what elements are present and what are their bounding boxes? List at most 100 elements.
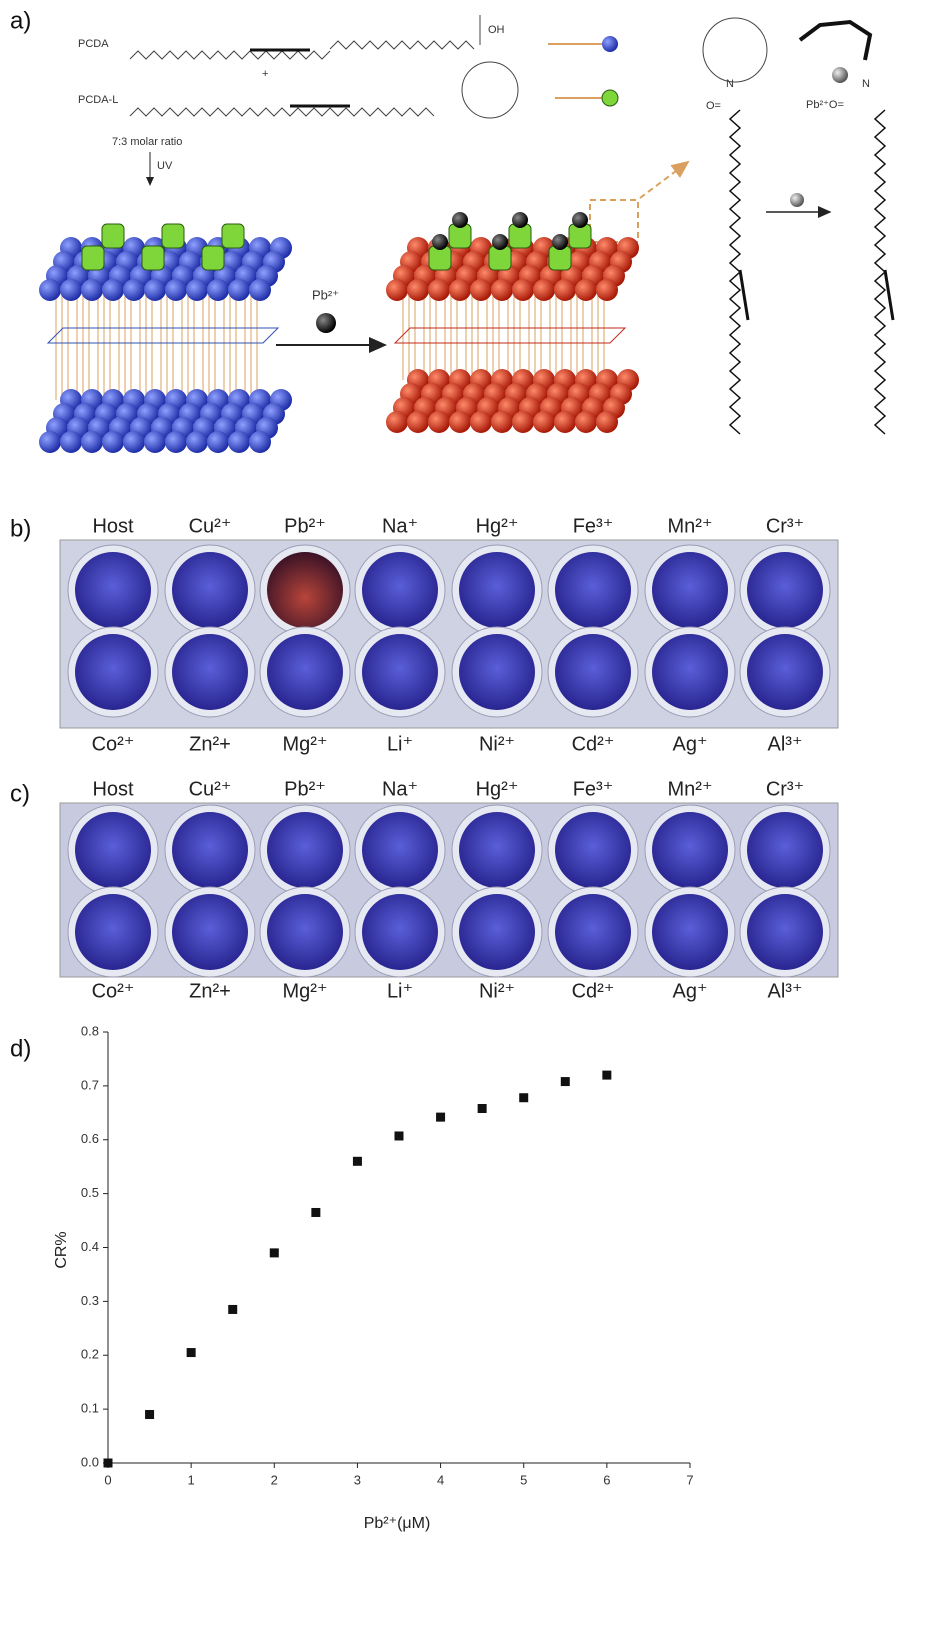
panel-d: d) Pb²⁺(μM) CR% 0.0 0.1 0.2 0.3 0.4 0.5 0.6 0.7…: [10, 1023, 694, 1532]
well-label: Ni²⁺: [479, 733, 515, 755]
data-point: [602, 1070, 612, 1080]
well-label: Host: [92, 778, 134, 800]
well-label: Cu²⁺: [189, 515, 232, 537]
well: [652, 552, 728, 628]
sphere: [60, 431, 82, 453]
well-label: Ag⁺: [672, 980, 707, 1002]
sphere: [186, 431, 208, 453]
well-label: Na⁺: [382, 778, 418, 800]
sphere: [491, 279, 513, 301]
sphere: [144, 431, 166, 453]
crown-ring: [798, 19, 873, 61]
receptor: [161, 223, 185, 249]
sphere: [449, 279, 471, 301]
layer-frame: [393, 327, 627, 344]
legend-sphere: [602, 36, 618, 52]
well-label: Pb²⁺: [284, 778, 326, 800]
atom-label: N: [726, 78, 734, 90]
data-point: [352, 1156, 362, 1166]
well-label: Ag⁺: [672, 733, 707, 755]
well: [459, 812, 535, 888]
well: [172, 634, 248, 710]
well-label: Co²⁺: [92, 733, 135, 755]
sphere: [407, 411, 429, 433]
y-tick-label: 0.5: [81, 1185, 99, 1200]
data-point: [186, 1348, 196, 1358]
molecule-chain: [329, 40, 475, 50]
lead-ion: [790, 193, 804, 207]
sphere: [428, 279, 450, 301]
sphere: [207, 279, 229, 301]
x-tick-label: 2: [271, 1472, 278, 1487]
well: [267, 552, 343, 628]
well-label: Mg²⁺: [283, 980, 328, 1002]
sphere: [533, 279, 555, 301]
well-label: Li⁺: [387, 733, 413, 755]
well-label: Mn²⁺: [668, 778, 713, 800]
bound-ion: [492, 234, 508, 250]
data-point: [269, 1248, 279, 1258]
well: [747, 552, 823, 628]
well: [459, 552, 535, 628]
legend-sphere: [601, 89, 619, 107]
well: [747, 812, 823, 888]
y-tick-label: 0.1: [81, 1401, 99, 1416]
well: [75, 634, 151, 710]
well: [555, 552, 631, 628]
well-label: Cu²⁺: [189, 778, 232, 800]
well: [267, 634, 343, 710]
sphere: [596, 279, 618, 301]
well-label: Na⁺: [382, 515, 418, 537]
well: [652, 634, 728, 710]
well: [267, 812, 343, 888]
x-tick-label: 7: [686, 1472, 693, 1487]
well: [362, 894, 438, 970]
callout-arrow: [639, 160, 690, 199]
molecule-chain: [873, 109, 887, 435]
well: [362, 552, 438, 628]
well: [555, 894, 631, 970]
panel-label: b): [10, 515, 31, 542]
well-label: Hg²⁺: [476, 515, 519, 537]
ion-label: Pb²⁺: [312, 287, 339, 302]
sphere: [144, 279, 166, 301]
well-label: Zn²+: [189, 980, 231, 1002]
x-tick-label: 6: [603, 1472, 610, 1487]
sphere: [470, 279, 492, 301]
data-point: [103, 1458, 113, 1468]
panel-label: a): [10, 7, 31, 34]
x-tick-label: 5: [520, 1472, 527, 1487]
well: [267, 894, 343, 970]
uv-label: UV: [157, 160, 173, 172]
receptor: [141, 245, 165, 271]
x-tick-label: 1: [188, 1472, 195, 1487]
crown-ring: [702, 17, 768, 83]
lead-ion: [316, 313, 336, 333]
sphere: [81, 279, 103, 301]
panel-label: d): [10, 1035, 31, 1062]
sphere: [60, 279, 82, 301]
x-tick-label: 3: [354, 1472, 361, 1487]
well-label: Pb²⁺: [284, 515, 326, 537]
triple-bond: [883, 269, 895, 321]
x-axis-title: Pb²⁺(μM): [364, 1515, 431, 1532]
y-tick-label: 0.8: [81, 1023, 99, 1038]
sphere: [554, 279, 576, 301]
well: [75, 552, 151, 628]
well: [459, 894, 535, 970]
well: [555, 634, 631, 710]
bound-ion: [572, 212, 588, 228]
sphere: [249, 431, 271, 453]
sphere: [102, 279, 124, 301]
panel-label: c): [10, 780, 30, 807]
well: [747, 634, 823, 710]
well-label: Mn²⁺: [668, 515, 713, 537]
sphere: [123, 431, 145, 453]
sphere: [386, 279, 408, 301]
well-label: Cd²⁺: [572, 733, 615, 755]
sphere: [186, 279, 208, 301]
sphere: [575, 411, 597, 433]
atom-label: Pb²⁺O=: [806, 99, 844, 111]
sphere: [596, 411, 618, 433]
panel-a: a) PCDA + PCDA-L 7:3 molar ratio UV OH P…: [10, 7, 895, 453]
